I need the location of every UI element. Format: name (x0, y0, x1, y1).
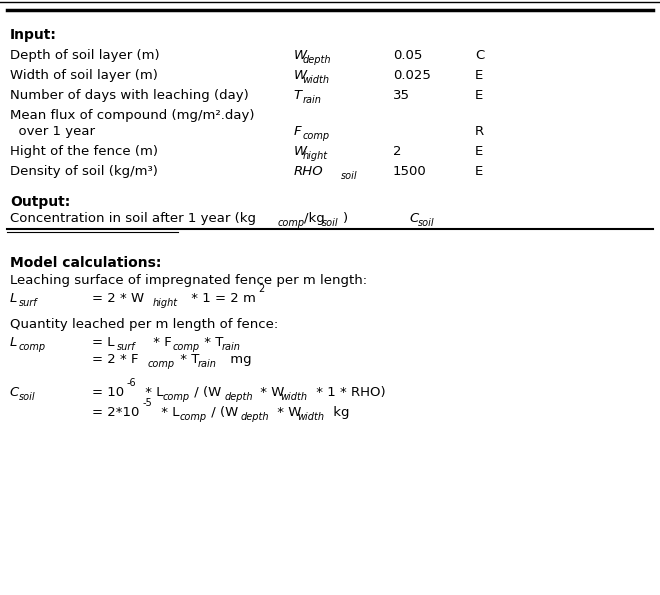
Text: R: R (475, 125, 484, 138)
Text: = 2 * W: = 2 * W (92, 292, 145, 305)
Text: W: W (294, 145, 307, 158)
Text: Input:: Input: (10, 28, 57, 42)
Text: C: C (475, 49, 484, 62)
Text: width: width (280, 392, 307, 402)
Text: /kg: /kg (304, 212, 324, 226)
Text: 35: 35 (393, 89, 410, 102)
Text: * 1 = 2 m: * 1 = 2 m (187, 292, 255, 305)
Text: = 2*10: = 2*10 (92, 406, 140, 419)
Text: * F: * F (149, 336, 172, 349)
Text: * L: * L (157, 406, 180, 419)
Text: comp: comp (172, 342, 199, 352)
Text: W: W (294, 69, 307, 82)
Text: comp: comp (163, 392, 190, 402)
Text: rain: rain (222, 342, 241, 352)
Text: * W: * W (256, 386, 284, 399)
Text: ): ) (343, 212, 348, 226)
Text: C: C (10, 386, 19, 399)
Text: comp: comp (18, 342, 46, 352)
Text: comp: comp (180, 412, 207, 422)
Text: Concentration in soil after 1 year (kg: Concentration in soil after 1 year (kg (10, 212, 256, 226)
Text: E: E (475, 89, 483, 102)
Text: * T: * T (176, 353, 199, 367)
Text: L: L (10, 336, 17, 349)
Text: comp: comp (148, 359, 175, 369)
Text: -5: -5 (143, 398, 152, 408)
Text: F: F (294, 125, 302, 138)
Text: Number of days with leaching (day): Number of days with leaching (day) (10, 89, 249, 102)
Text: hight: hight (153, 298, 178, 308)
Text: rain: rain (198, 359, 217, 369)
Text: Hight of the fence (m): Hight of the fence (m) (10, 145, 158, 158)
Text: Quantity leached per m length of fence:: Quantity leached per m length of fence: (10, 318, 278, 331)
Text: E: E (475, 165, 483, 178)
Text: T: T (294, 89, 302, 102)
Text: * T: * T (200, 336, 223, 349)
Text: RHO: RHO (294, 165, 323, 178)
Text: Output:: Output: (10, 195, 70, 209)
Text: 1500: 1500 (393, 165, 426, 178)
Text: Leaching surface of impregnated fence per m length:: Leaching surface of impregnated fence pe… (10, 274, 367, 287)
Text: surf: surf (117, 342, 135, 352)
Text: * L: * L (141, 386, 163, 399)
Text: Model calculations:: Model calculations: (10, 256, 161, 270)
Text: kg: kg (329, 406, 349, 419)
Text: soil: soil (322, 218, 339, 228)
Text: 0.025: 0.025 (393, 69, 430, 82)
Text: depth: depth (302, 55, 331, 65)
Text: surf: surf (18, 298, 37, 308)
Text: 2: 2 (393, 145, 401, 158)
Text: hight: hight (302, 151, 327, 161)
Text: E: E (475, 145, 483, 158)
Text: Depth of soil layer (m): Depth of soil layer (m) (10, 49, 160, 62)
Text: = 10: = 10 (92, 386, 125, 399)
Text: depth: depth (241, 412, 269, 422)
Text: depth: depth (224, 392, 253, 402)
Text: Density of soil (kg/m³): Density of soil (kg/m³) (10, 165, 158, 178)
Text: W: W (294, 49, 307, 62)
Text: over 1 year: over 1 year (10, 125, 95, 138)
Text: width: width (302, 75, 329, 85)
Text: = L: = L (92, 336, 115, 349)
Text: C: C (409, 212, 418, 226)
Text: 2: 2 (259, 284, 265, 294)
Text: / (W: / (W (207, 406, 238, 419)
Text: * 1 * RHO): * 1 * RHO) (312, 386, 385, 399)
Text: = 2 * F: = 2 * F (92, 353, 139, 367)
Text: / (W: / (W (190, 386, 221, 399)
Text: E: E (475, 69, 483, 82)
Text: soil: soil (341, 171, 358, 181)
Text: L: L (10, 292, 17, 305)
Text: comp: comp (302, 131, 329, 141)
Text: soil: soil (18, 392, 35, 402)
Text: mg: mg (226, 353, 251, 367)
Text: width: width (297, 412, 324, 422)
Text: -6: -6 (126, 378, 136, 388)
Text: rain: rain (302, 95, 321, 105)
Text: Width of soil layer (m): Width of soil layer (m) (10, 69, 158, 82)
Text: * W: * W (273, 406, 301, 419)
Text: comp: comp (277, 218, 304, 228)
Text: 0.05: 0.05 (393, 49, 422, 62)
Text: Mean flux of compound (mg/m².day): Mean flux of compound (mg/m².day) (10, 109, 254, 123)
Text: soil: soil (418, 218, 434, 228)
